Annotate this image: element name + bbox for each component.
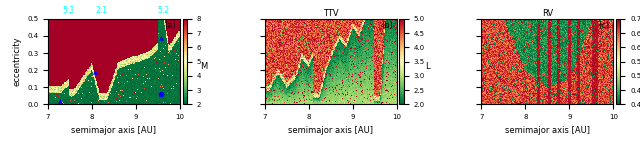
Y-axis label: eccentricity: eccentricity — [12, 37, 22, 86]
Text: (b): (b) — [381, 21, 392, 30]
Text: 5:3: 5:3 — [63, 6, 75, 15]
Y-axis label: M: M — [200, 62, 207, 71]
Text: 2:1: 2:1 — [95, 6, 108, 15]
Text: (a): (a) — [164, 21, 176, 30]
Title: TTV: TTV — [323, 9, 339, 18]
X-axis label: semimajor axis [AU]: semimajor axis [AU] — [505, 126, 590, 135]
Title: RV: RV — [542, 9, 553, 18]
X-axis label: semimajor axis [AU]: semimajor axis [AU] — [72, 126, 156, 135]
X-axis label: semimajor axis [AU]: semimajor axis [AU] — [288, 126, 373, 135]
Y-axis label: L: L — [425, 62, 430, 71]
Text: 5:2: 5:2 — [157, 6, 170, 15]
Text: (c): (c) — [598, 21, 609, 30]
